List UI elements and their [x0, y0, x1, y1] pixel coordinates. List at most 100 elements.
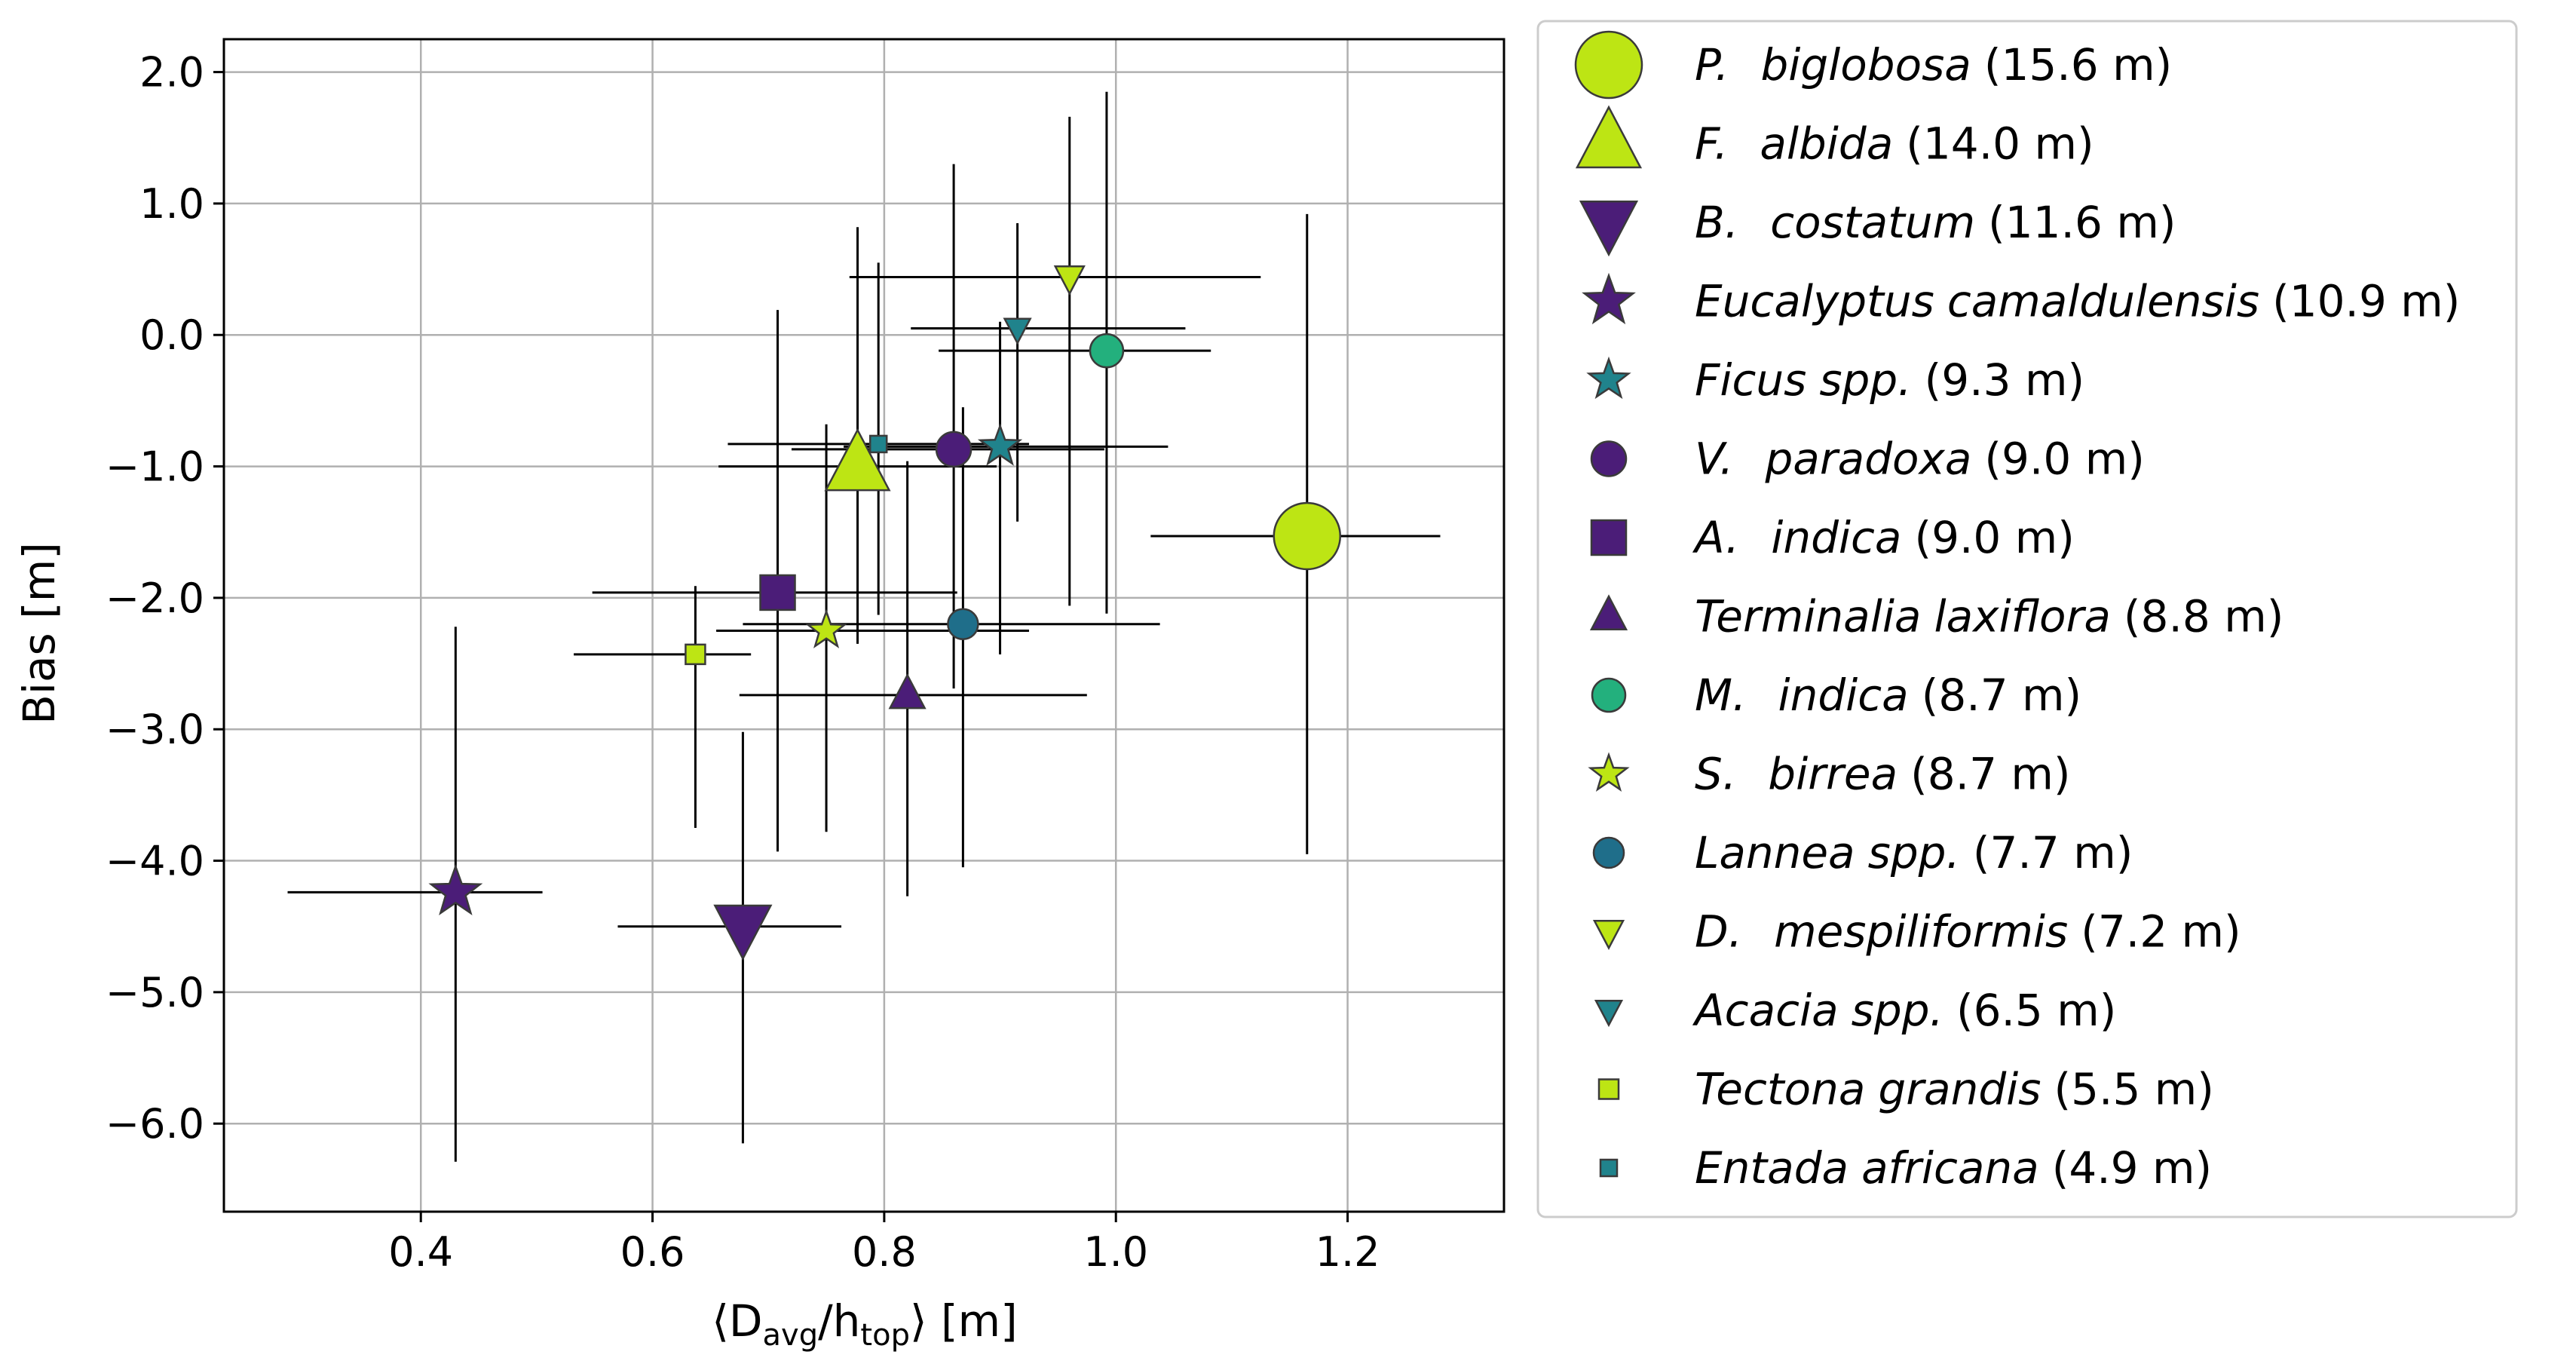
legend-genus: Entada	[1695, 1142, 1849, 1194]
point-terminalia-laxiflora	[888, 673, 927, 710]
point-lannea-spp	[947, 608, 979, 641]
legend-epithet: camaldulensis	[1947, 276, 2259, 327]
legend-epithet: spp.	[1868, 827, 1960, 878]
point-d-mespiliformis	[1053, 265, 1086, 296]
plot-frame	[222, 38, 1505, 1213]
legend-height: (15.6 m)	[1984, 39, 2172, 90]
legend-genus: P.	[1695, 39, 1729, 90]
legend-item-lannea-spp: Lannea spp. (7.7 m)	[1592, 827, 2133, 878]
legend-epithet: grandis	[1878, 1064, 2041, 1115]
legend-label-tectona-grandis: Tectona grandis (5.5 m)	[1695, 1064, 2214, 1115]
legend-label-s-birrea: S. birrea (8.7 m)	[1695, 749, 2071, 800]
legend-epithet: paradoxa	[1764, 434, 1971, 485]
x-tick-label: 0.4	[388, 1228, 453, 1276]
legend-genus: Tectona	[1695, 1064, 1865, 1115]
legend-height: (8.7 m)	[1910, 749, 2070, 800]
legend-frame	[1536, 20, 2518, 1218]
markers	[428, 265, 1342, 961]
x-axis-label: ⟨Davg/htop⟩ [m]	[712, 1295, 1018, 1353]
y-tick-label: 0.0	[139, 311, 204, 359]
x-axis-label-slash-h: /h	[818, 1295, 860, 1347]
legend-genus: M.	[1695, 670, 1746, 721]
legend-epithet: indica	[1778, 670, 1908, 721]
legend-marker-acacia-spp	[1594, 1000, 1624, 1028]
legend-item-terminalia-laxiflora: Terminalia laxiflora (8.8 m)	[1589, 591, 2283, 642]
legend-marker-v-paradoxa	[1590, 440, 1628, 477]
legend-item-tectona-grandis: Tectona grandis (5.5 m)	[1597, 1064, 2214, 1115]
point-v-paradoxa	[935, 431, 973, 468]
point-f-albida	[824, 428, 891, 492]
legend-marker-lannea-spp	[1592, 836, 1625, 869]
legend-item-ficus-spp: Ficus spp. (9.3 m)	[1586, 354, 2084, 406]
legend-genus: S.	[1695, 749, 1736, 800]
legend-genus: Acacia	[1692, 985, 1839, 1036]
legend-label-d-mespiliformis: D. mespiliformis (7.2 m)	[1695, 906, 2241, 958]
legend-label-lannea-spp: Lannea spp. (7.7 m)	[1695, 827, 2133, 878]
legend-epithet: spp.	[1852, 985, 1943, 1036]
point-eucalyptus-camaldulensis	[428, 863, 483, 916]
point-ficus-spp	[977, 423, 1023, 466]
legend-genus: Lannea	[1695, 827, 1855, 878]
point-p-biglobosa	[1273, 501, 1342, 571]
x-axis-label-open: ⟨D	[712, 1295, 762, 1347]
legend-label-acacia-spp: Acacia spp. (6.5 m)	[1692, 985, 2116, 1036]
legend-label-m-indica: M. indica (8.7 m)	[1695, 670, 2081, 721]
y-tick-label: −6.0	[106, 1100, 204, 1148]
legend-height: (10.9 m)	[2272, 276, 2460, 327]
legend-marker-terminalia-laxiflora	[1589, 594, 1628, 631]
legend-epithet: costatum	[1770, 197, 1975, 248]
legend-height: (9.3 m)	[1925, 354, 2084, 406]
x-tick-label: 1.2	[1316, 1228, 1380, 1276]
point-tectona-grandis	[685, 643, 706, 666]
legend-item-p-biglobosa: P. biglobosa (15.6 m)	[1574, 30, 2172, 100]
point-b-costatum	[713, 904, 773, 961]
x-tick-label: 0.6	[620, 1228, 685, 1276]
legend-height: (9.0 m)	[1984, 434, 2144, 485]
point-a-indica	[759, 574, 796, 611]
legend-genus: D.	[1695, 906, 1742, 958]
legend-label-b-costatum: B. costatum (11.6 m)	[1695, 197, 2176, 248]
x-axis-label-sub-top: top	[860, 1318, 910, 1353]
legend-marker-ficus-spp	[1586, 356, 1631, 400]
y-axis-label: Bias [m]	[14, 542, 65, 725]
legend-epithet: biglobosa	[1760, 39, 1971, 90]
y-tick-label: −4.0	[106, 838, 204, 885]
x-tick-label: 1.0	[1083, 1228, 1148, 1276]
y-tick-label: 1.0	[139, 180, 204, 228]
legend-item-entada-africana: Entada africana (4.9 m)	[1599, 1142, 2212, 1194]
legend-epithet: laxiflora	[1934, 591, 2110, 642]
legend-item-m-indica: M. indica (8.7 m)	[1591, 670, 2081, 721]
legend-label-a-indica: A. indica (9.0 m)	[1692, 512, 2075, 563]
legend-label-entada-africana: Entada africana (4.9 m)	[1695, 1142, 2212, 1194]
legend-epithet: albida	[1760, 118, 1893, 170]
legend-epithet: africana	[1861, 1142, 2039, 1194]
point-entada-africana	[868, 434, 888, 454]
legend-height: (11.6 m)	[1988, 197, 2176, 248]
legend-genus: Terminalia	[1695, 591, 1921, 642]
legend-height: (6.5 m)	[1956, 985, 2116, 1036]
legend-genus: B.	[1695, 197, 1738, 248]
legend-marker-eucalyptus-camaldulensis	[1582, 272, 1636, 325]
grid	[224, 39, 1504, 1212]
legend-marker-a-indica	[1590, 519, 1628, 556]
y-tick-label: −1.0	[106, 443, 204, 491]
y-tick-label: 2.0	[139, 49, 204, 97]
legend-item-b-costatum: B. costatum (11.6 m)	[1579, 197, 2176, 257]
point-acacia-spp	[1003, 317, 1032, 345]
legend-genus: Eucalyptus	[1695, 276, 1934, 327]
y-tick-label: −5.0	[106, 969, 204, 1016]
legend-label-p-biglobosa: P. biglobosa (15.6 m)	[1695, 39, 2172, 90]
legend-genus: A.	[1692, 512, 1739, 563]
legend-label-v-paradoxa: V. paradoxa (9.0 m)	[1695, 434, 2145, 485]
legend-height: (9.0 m)	[1914, 512, 2074, 563]
legend-genus: F.	[1695, 118, 1728, 170]
legend-item-v-paradoxa: V. paradoxa (9.0 m)	[1590, 434, 2145, 485]
legend-label-f-albida: F. albida (14.0 m)	[1695, 118, 2094, 170]
legend-item-d-mespiliformis: D. mespiliformis (7.2 m)	[1592, 906, 2241, 958]
legend-label-eucalyptus-camaldulensis: Eucalyptus camaldulensis (10.9 m)	[1695, 276, 2460, 327]
legend-height: (4.9 m)	[2052, 1142, 2212, 1194]
legend-epithet: spp.	[1819, 354, 1911, 406]
legend-height: (8.8 m)	[2124, 591, 2283, 642]
